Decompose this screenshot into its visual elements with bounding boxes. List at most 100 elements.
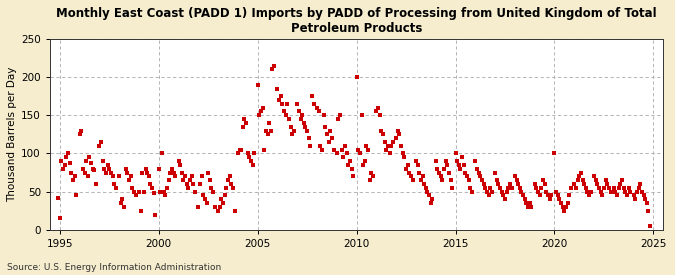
Point bbox=[487, 189, 497, 194]
Point bbox=[303, 136, 314, 140]
Point bbox=[57, 166, 68, 171]
Point bbox=[64, 160, 75, 165]
Point bbox=[524, 201, 535, 205]
Point bbox=[127, 186, 138, 190]
Point bbox=[552, 193, 563, 198]
Point bbox=[345, 159, 356, 163]
Point bbox=[513, 182, 524, 186]
Point bbox=[480, 186, 491, 190]
Point bbox=[431, 159, 441, 163]
Point bbox=[458, 163, 469, 167]
Point bbox=[504, 182, 515, 186]
Point bbox=[485, 186, 495, 190]
Point bbox=[463, 178, 474, 182]
Point bbox=[153, 166, 164, 171]
Point bbox=[452, 159, 462, 163]
Point bbox=[373, 105, 383, 110]
Point bbox=[286, 125, 296, 129]
Point bbox=[96, 140, 107, 144]
Point bbox=[633, 186, 644, 190]
Point bbox=[109, 182, 119, 186]
Point bbox=[209, 205, 220, 209]
Point bbox=[224, 174, 235, 178]
Point bbox=[302, 128, 313, 133]
Point bbox=[433, 170, 444, 175]
Point bbox=[554, 197, 565, 201]
Point bbox=[53, 196, 63, 200]
Point bbox=[163, 178, 174, 182]
Point bbox=[221, 186, 232, 190]
Point bbox=[585, 189, 596, 194]
Point bbox=[592, 182, 603, 186]
Point bbox=[128, 189, 139, 194]
Point bbox=[150, 212, 161, 217]
Point bbox=[279, 109, 290, 114]
Point bbox=[605, 189, 616, 194]
Point bbox=[239, 117, 250, 121]
Point bbox=[561, 205, 572, 209]
Point bbox=[641, 201, 652, 205]
Point bbox=[537, 178, 548, 182]
Point bbox=[272, 86, 283, 91]
Point bbox=[298, 121, 309, 125]
Point bbox=[223, 178, 234, 182]
Point bbox=[446, 178, 456, 182]
Point bbox=[273, 98, 284, 102]
Point bbox=[556, 201, 566, 205]
Point bbox=[269, 64, 279, 68]
Point bbox=[421, 186, 431, 190]
Point bbox=[114, 174, 125, 178]
Point bbox=[168, 170, 179, 175]
Point bbox=[90, 182, 101, 186]
Point bbox=[570, 186, 581, 190]
Point bbox=[442, 163, 453, 167]
Point bbox=[576, 170, 587, 175]
Point bbox=[424, 193, 435, 198]
Point bbox=[443, 170, 454, 175]
Point bbox=[496, 189, 507, 194]
Point bbox=[529, 182, 540, 186]
Point bbox=[315, 144, 326, 148]
Point bbox=[562, 201, 573, 205]
Point bbox=[399, 155, 410, 160]
Point bbox=[384, 151, 395, 156]
Point bbox=[534, 193, 545, 198]
Point bbox=[261, 128, 271, 133]
Point bbox=[361, 144, 372, 148]
Point bbox=[376, 128, 387, 133]
Point bbox=[256, 109, 267, 114]
Point bbox=[353, 147, 364, 152]
Point bbox=[600, 178, 611, 182]
Point bbox=[247, 163, 258, 167]
Point bbox=[117, 197, 128, 201]
Point bbox=[68, 178, 78, 182]
Point bbox=[295, 117, 306, 121]
Point bbox=[107, 174, 118, 178]
Point bbox=[577, 178, 588, 182]
Point bbox=[502, 189, 512, 194]
Point bbox=[63, 151, 74, 156]
Point bbox=[89, 168, 100, 172]
Point bbox=[495, 186, 506, 190]
Point bbox=[219, 193, 230, 198]
Point bbox=[306, 94, 317, 98]
Point bbox=[206, 186, 217, 190]
Point bbox=[437, 178, 448, 182]
Point bbox=[481, 189, 492, 194]
Point bbox=[574, 174, 585, 178]
Point bbox=[541, 189, 551, 194]
Point bbox=[275, 94, 286, 98]
Point bbox=[462, 174, 472, 178]
Point bbox=[146, 186, 157, 190]
Point bbox=[394, 132, 405, 136]
Point bbox=[503, 186, 514, 190]
Point bbox=[331, 151, 342, 156]
Point bbox=[455, 166, 466, 171]
Point bbox=[170, 174, 181, 178]
Point bbox=[427, 197, 438, 201]
Point bbox=[489, 170, 500, 175]
Point bbox=[366, 170, 377, 175]
Point bbox=[603, 186, 614, 190]
Point bbox=[82, 174, 93, 178]
Point bbox=[226, 182, 237, 186]
